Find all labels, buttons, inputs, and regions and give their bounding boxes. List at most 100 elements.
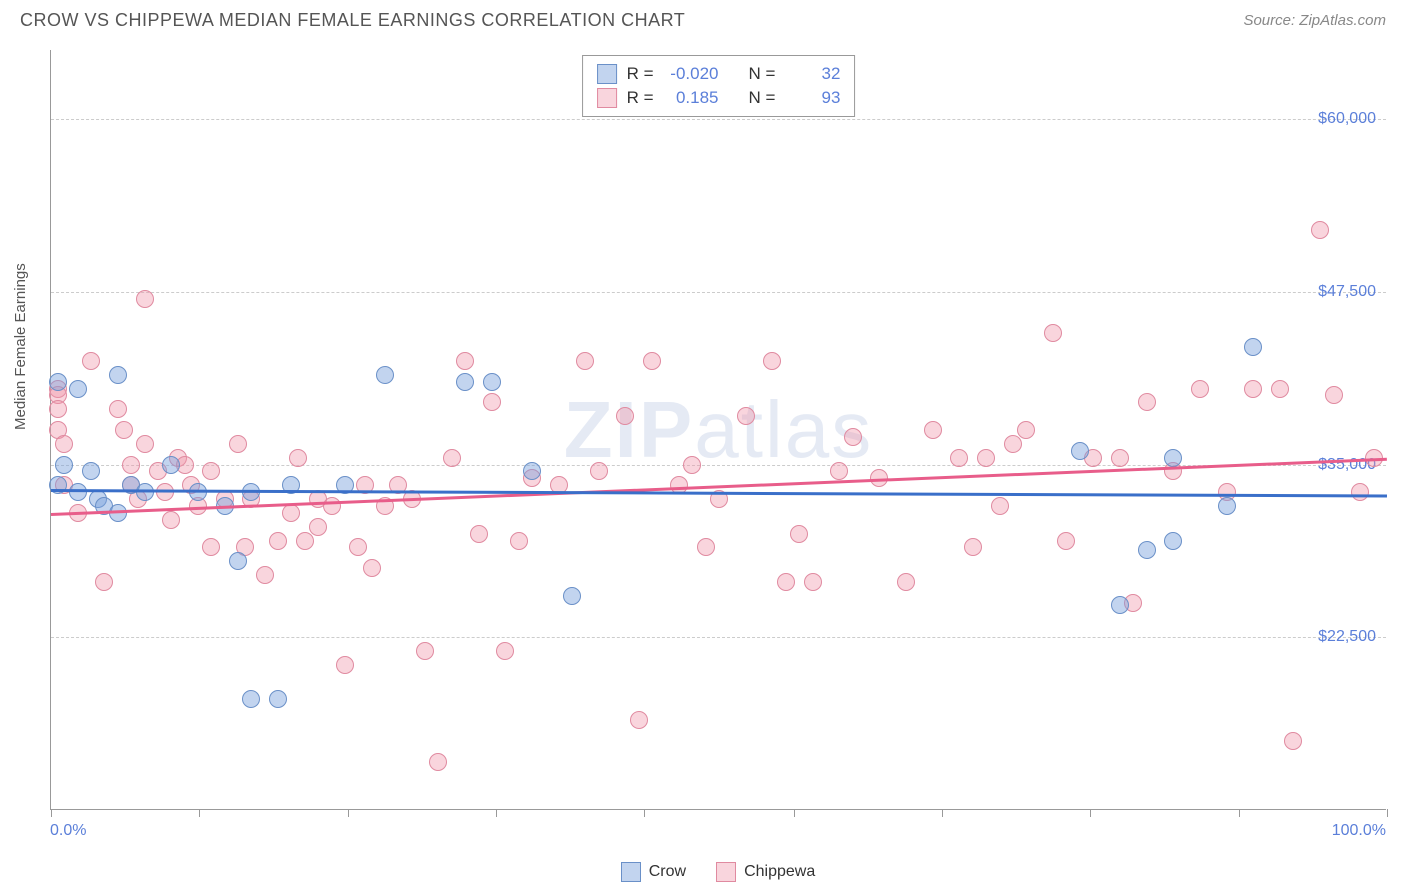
chippewa-point xyxy=(1244,380,1262,398)
chippewa-point xyxy=(830,462,848,480)
chippewa-point xyxy=(1311,221,1329,239)
gridline xyxy=(51,292,1386,293)
chippewa-r-value: 0.185 xyxy=(664,88,719,108)
chippewa-point xyxy=(429,753,447,771)
crow-r-value: -0.020 xyxy=(664,64,719,84)
chippewa-point xyxy=(470,525,488,543)
chippewa-point xyxy=(977,449,995,467)
chippewa-point xyxy=(1004,435,1022,453)
crow-point xyxy=(242,690,260,708)
chippewa-point xyxy=(136,290,154,308)
legend-chippewa-label: Chippewa xyxy=(744,863,815,881)
chippewa-point xyxy=(115,421,133,439)
chippewa-point xyxy=(1271,380,1289,398)
chart-title: CROW VS CHIPPEWA MEDIAN FEMALE EARNINGS … xyxy=(20,10,685,31)
chippewa-point xyxy=(1191,380,1209,398)
chippewa-point xyxy=(269,532,287,550)
chippewa-point xyxy=(282,504,300,522)
legend-item-chippewa: Chippewa xyxy=(716,862,815,882)
chippewa-point xyxy=(683,456,701,474)
x-tick xyxy=(348,809,349,817)
chippewa-point xyxy=(122,456,140,474)
x-axis-max-label: 100.0% xyxy=(1332,822,1386,840)
gridline xyxy=(51,637,1386,638)
crow-point xyxy=(483,373,501,391)
chippewa-point xyxy=(616,407,634,425)
chippewa-point xyxy=(1138,393,1156,411)
x-tick xyxy=(199,809,200,817)
chippewa-point xyxy=(697,538,715,556)
chippewa-point xyxy=(136,435,154,453)
chippewa-point xyxy=(1351,483,1369,501)
x-tick xyxy=(1239,809,1240,817)
chippewa-point xyxy=(202,462,220,480)
swatch-crow-icon xyxy=(621,862,641,882)
crow-point xyxy=(1111,596,1129,614)
crow-point xyxy=(1071,442,1089,460)
crow-point xyxy=(1164,449,1182,467)
y-tick-label: $60,000 xyxy=(1318,110,1376,128)
crow-point xyxy=(456,373,474,391)
swatch-crow-icon xyxy=(597,64,617,84)
chippewa-point xyxy=(1044,324,1062,342)
chippewa-point xyxy=(309,518,327,536)
chippewa-point xyxy=(924,421,942,439)
crow-point xyxy=(69,483,87,501)
chippewa-point xyxy=(95,573,113,591)
chippewa-point xyxy=(162,511,180,529)
chippewa-point xyxy=(82,352,100,370)
chippewa-point xyxy=(229,435,247,453)
chippewa-point xyxy=(1284,732,1302,750)
watermark-bold: ZIP xyxy=(564,385,694,474)
crow-point xyxy=(1138,541,1156,559)
crow-point xyxy=(82,462,100,480)
chippewa-point xyxy=(630,711,648,729)
n-label: N = xyxy=(749,64,776,84)
chippewa-point xyxy=(55,435,73,453)
chippewa-point xyxy=(576,352,594,370)
chippewa-point xyxy=(1017,421,1035,439)
crow-point xyxy=(269,690,287,708)
chippewa-point xyxy=(510,532,528,550)
chippewa-point xyxy=(590,462,608,480)
bottom-legend: Crow Chippewa xyxy=(50,862,1386,882)
crow-point xyxy=(162,456,180,474)
chippewa-point xyxy=(109,400,127,418)
crow-point xyxy=(1164,532,1182,550)
chippewa-point xyxy=(49,400,67,418)
chippewa-point xyxy=(643,352,661,370)
chippewa-point xyxy=(363,559,381,577)
y-tick-label: $47,500 xyxy=(1318,283,1376,301)
crow-point xyxy=(69,380,87,398)
x-tick xyxy=(644,809,645,817)
crow-n-value: 32 xyxy=(785,64,840,84)
chippewa-point xyxy=(202,538,220,556)
swatch-chippewa-icon xyxy=(597,88,617,108)
chippewa-point xyxy=(496,642,514,660)
chippewa-point xyxy=(1111,449,1129,467)
chippewa-point xyxy=(416,642,434,660)
watermark: ZIPatlas xyxy=(564,384,873,476)
x-tick xyxy=(51,809,52,817)
chippewa-point xyxy=(323,497,341,515)
crow-point xyxy=(1218,497,1236,515)
y-axis-label: Median Female Earnings xyxy=(12,263,29,430)
gridline xyxy=(51,119,1386,120)
x-tick xyxy=(496,809,497,817)
legend-crow-label: Crow xyxy=(649,863,686,881)
chippewa-point xyxy=(737,407,755,425)
x-tick xyxy=(794,809,795,817)
n-label: N = xyxy=(749,88,776,108)
chart-plot-area: ZIPatlas R = -0.020 N = 32 R = 0.185 N =… xyxy=(50,50,1386,810)
chippewa-point xyxy=(456,352,474,370)
chippewa-point xyxy=(349,538,367,556)
chippewa-point xyxy=(790,525,808,543)
chippewa-point xyxy=(296,532,314,550)
chippewa-point xyxy=(897,573,915,591)
chart-source: Source: ZipAtlas.com xyxy=(1243,12,1386,29)
chippewa-point xyxy=(443,449,461,467)
chippewa-n-value: 93 xyxy=(785,88,840,108)
chippewa-point xyxy=(483,393,501,411)
x-tick xyxy=(1387,809,1388,817)
crow-point xyxy=(229,552,247,570)
